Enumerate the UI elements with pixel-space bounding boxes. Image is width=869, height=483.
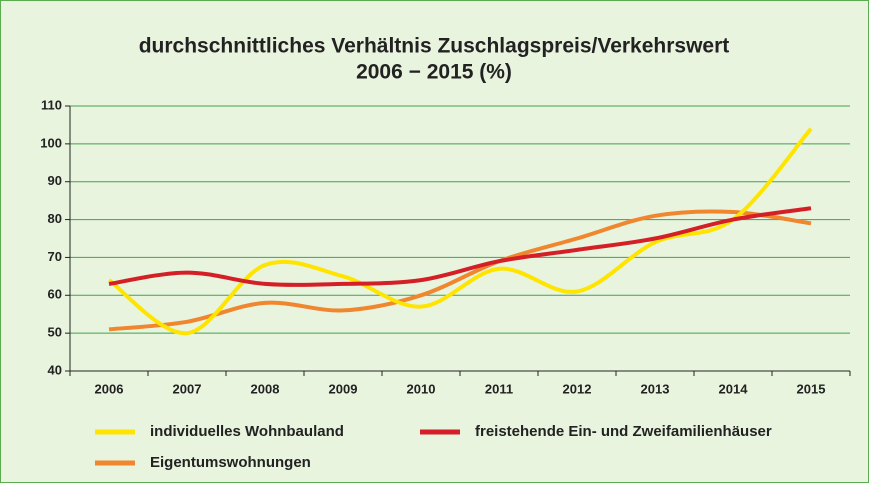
series-line (108, 206, 812, 287)
x-tick-label: 2008 (251, 381, 280, 396)
y-tick-label: 80 (48, 211, 62, 226)
legend-label: freistehende Ein- und Zweifamilienhäuser (475, 423, 772, 440)
x-tick-label: 2012 (563, 381, 592, 396)
chart-title: 2006 − 2015 (%) (356, 61, 512, 84)
y-tick-label: 110 (41, 97, 62, 112)
y-tick-label: 50 (48, 325, 62, 340)
x-tick-label: 2010 (407, 381, 436, 396)
chart-title: durchschnittliches Verhältnis Zuschlagsp… (139, 35, 730, 58)
x-tick-label: 2013 (641, 381, 670, 396)
series-line (107, 127, 813, 336)
y-tick-label: 40 (48, 362, 62, 377)
y-tick-label: 70 (48, 249, 62, 264)
y-tick-label: 100 (40, 135, 62, 150)
x-tick-label: 2011 (485, 381, 513, 396)
x-tick-label: 2009 (329, 381, 358, 396)
x-tick-label: 2007 (173, 381, 202, 396)
y-tick-label: 60 (48, 287, 62, 302)
y-tick-label: 90 (48, 173, 62, 188)
x-tick-label: 2015 (797, 381, 826, 396)
legend-label: individuelles Wohnbauland (150, 423, 344, 440)
x-tick-label: 2006 (95, 381, 124, 396)
legend-label: Eigentumswohnungen (150, 454, 311, 471)
series-line (108, 209, 812, 332)
x-tick-label: 2014 (719, 381, 749, 396)
